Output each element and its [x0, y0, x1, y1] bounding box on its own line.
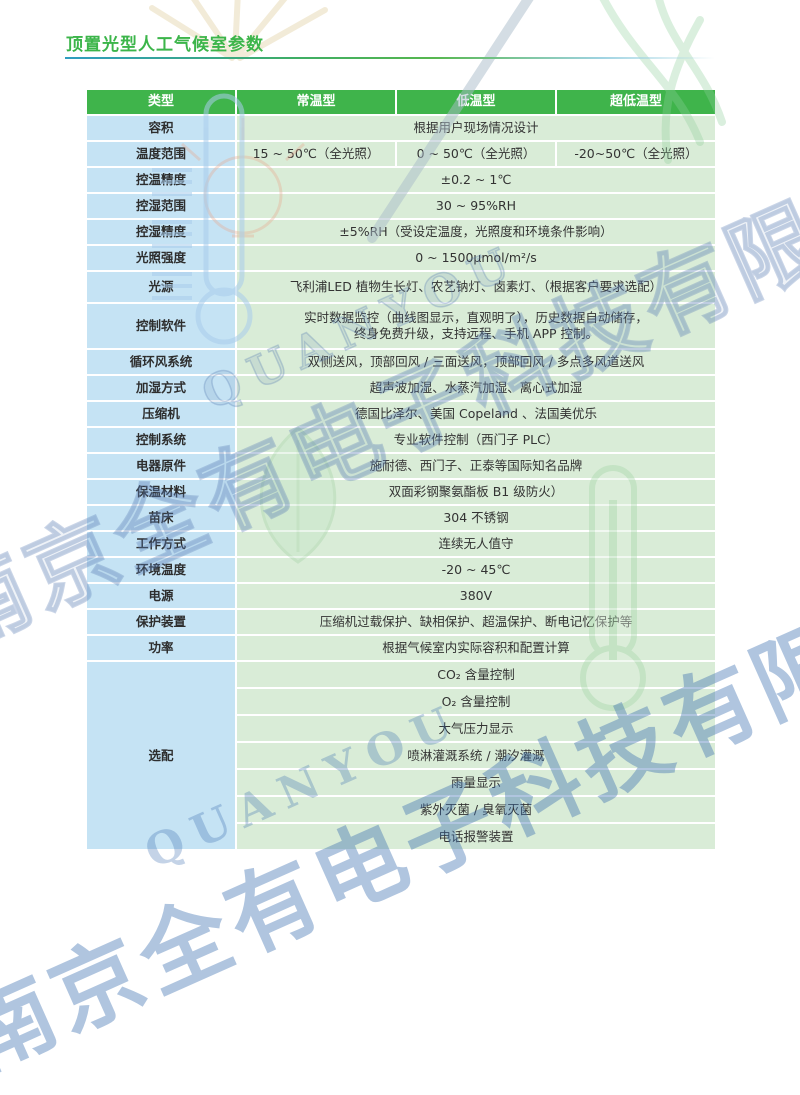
row-value: 双侧送风，顶部回风 / 三面送风，顶部回风 / 多点多风道送风 — [235, 348, 717, 376]
col-header-low-temp: 低温型 — [395, 88, 557, 116]
table-row: 压缩机 德国比泽尔、美国 Copeland 、法国美优乐 — [85, 400, 717, 428]
row-label: 控温精度 — [85, 166, 237, 194]
row-value-normal: 15 ~ 50℃（全光照） — [235, 140, 397, 168]
row-value: 飞利浦LED 植物生长灯、农艺钠灯、卤素灯、（根据客户要求选配） — [235, 270, 717, 304]
row-label: 循环风系统 — [85, 348, 237, 376]
row-value: 根据气候室内实际容积和配置计算 — [235, 634, 717, 662]
row-label: 工作方式 — [85, 530, 237, 558]
table-row: 控湿范围 30 ~ 95%RH — [85, 192, 717, 220]
row-value: ±0.2 ~ 1℃ — [235, 166, 717, 194]
table-row: 光照强度 0 ~ 1500μmol/m²/s — [85, 244, 717, 272]
page-title: 顶置光型人工气候室参数 — [66, 35, 264, 55]
row-label: 光照强度 — [85, 244, 237, 272]
table-row: 电源 380V — [85, 582, 717, 610]
table-row: 控湿精度 ±5%RH（受设定温度，光照度和环境条件影响） — [85, 218, 717, 246]
row-label: 电器原件 — [85, 452, 237, 480]
col-header-normal-temp: 常温型 — [235, 88, 397, 116]
row-label-optional: 选配 — [85, 660, 237, 851]
table-row-optional: 大气压力显示 — [86, 714, 717, 743]
row-value: 双面彩钢聚氨酯板 B1 级防火） — [235, 478, 717, 506]
row-label: 功率 — [85, 634, 237, 662]
row-value: 根据用户现场情况设计 — [235, 114, 717, 142]
table-row-optional: 电话报警装置 — [86, 822, 717, 851]
row-label: 控制软件 — [85, 302, 237, 350]
row-value: 连续无人值守 — [235, 530, 717, 558]
optional-item: 雨量显示 — [235, 768, 717, 797]
table-row: 光源 飞利浦LED 植物生长灯、农艺钠灯、卤素灯、（根据客户要求选配） — [85, 270, 717, 304]
col-header-ultra-low-temp: 超低温型 — [555, 88, 717, 116]
row-value: 施耐德、西门子、正泰等国际知名品牌 — [235, 452, 717, 480]
table-row: 苗床 304 不锈钢 — [85, 504, 717, 532]
table-row: 控温精度 ±0.2 ~ 1℃ — [85, 166, 717, 194]
row-value-low: 0 ~ 50℃（全光照） — [395, 140, 557, 168]
optional-item: CO₂ 含量控制 — [235, 660, 717, 689]
optional-item: 大气压力显示 — [235, 714, 717, 743]
row-value: 30 ~ 95%RH — [235, 192, 717, 220]
table-row-optional: 选配 CO₂ 含量控制 — [85, 660, 717, 851]
optional-item: 紫外灭菌 / 臭氧灭菌 — [235, 795, 717, 824]
row-label: 温度范围 — [85, 140, 237, 168]
table-row-optional: 紫外灭菌 / 臭氧灭菌 — [86, 795, 717, 824]
row-value: 380V — [235, 582, 717, 610]
optional-item: 电话报警装置 — [235, 822, 717, 851]
row-value: 专业软件控制（西门子 PLC） — [235, 426, 717, 454]
optional-item: 喷淋灌溉系统 / 潮汐灌溉 — [235, 741, 717, 770]
optional-item: O₂ 含量控制 — [235, 687, 717, 716]
row-value: 实时数据监控（曲线图显示，直观明了），历史数据自动储存， 终身免费升级，支持远程… — [235, 302, 717, 350]
table-row: 保温材料 双面彩钢聚氨酯板 B1 级防火） — [85, 478, 717, 506]
table-row-optional: O₂ 含量控制 — [86, 687, 717, 716]
row-value: 超声波加湿、水蒸汽加湿、离心式加湿 — [235, 374, 717, 402]
table-row: 保护装置 压缩机过载保护、缺相保护、超温保护、断电记忆保护等 — [85, 608, 717, 636]
table-row: 工作方式 连续无人值守 — [85, 530, 717, 558]
row-label: 保温材料 — [85, 478, 237, 506]
table-row: 环境温度 -20 ~ 45℃ — [85, 556, 717, 584]
row-label: 电源 — [85, 582, 237, 610]
table-row: 温度范围 15 ~ 50℃（全光照） 0 ~ 50℃（全光照） -20~50℃（… — [85, 140, 717, 168]
row-value: -20 ~ 45℃ — [235, 556, 717, 584]
row-label: 光源 — [85, 270, 237, 304]
title-divider — [65, 57, 735, 59]
col-header-type: 类型 — [85, 88, 237, 116]
table-row: 容积 根据用户现场情况设计 — [85, 114, 717, 142]
table-row: 控制系统 专业软件控制（西门子 PLC） — [85, 426, 717, 454]
row-value: 304 不锈钢 — [235, 504, 717, 532]
row-label: 容积 — [85, 114, 237, 142]
table-row: 循环风系统 双侧送风，顶部回风 / 三面送风，顶部回风 / 多点多风道送风 — [85, 348, 717, 376]
table-row: 控制软件 实时数据监控（曲线图显示，直观明了），历史数据自动储存， 终身免费升级… — [85, 302, 717, 350]
table-row-optional: 雨量显示 — [86, 768, 717, 797]
table-row: 电器原件 施耐德、西门子、正泰等国际知名品牌 — [85, 452, 717, 480]
row-label: 压缩机 — [85, 400, 237, 428]
row-label: 控湿范围 — [85, 192, 237, 220]
row-label: 苗床 — [85, 504, 237, 532]
spec-table: 类型 常温型 低温型 超低温型 容积 根据用户现场情况设计 温度范围 15 ~ … — [85, 88, 717, 851]
row-value-ultra-low: -20~50℃（全光照） — [555, 140, 717, 168]
row-label: 环境温度 — [85, 556, 237, 584]
table-row: 功率 根据气候室内实际容积和配置计算 — [85, 634, 717, 662]
table-row: 加湿方式 超声波加湿、水蒸汽加湿、离心式加湿 — [85, 374, 717, 402]
row-label: 保护装置 — [85, 608, 237, 636]
row-label: 加湿方式 — [85, 374, 237, 402]
row-value: ±5%RH（受设定温度，光照度和环境条件影响） — [235, 218, 717, 246]
table-header-row: 类型 常温型 低温型 超低温型 — [85, 88, 717, 116]
row-label: 控湿精度 — [85, 218, 237, 246]
row-value: 德国比泽尔、美国 Copeland 、法国美优乐 — [235, 400, 717, 428]
row-label: 控制系统 — [85, 426, 237, 454]
row-value: 压缩机过载保护、缺相保护、超温保护、断电记忆保护等 — [235, 608, 717, 636]
table-row-optional: 喷淋灌溉系统 / 潮汐灌溉 — [86, 741, 717, 770]
row-value: 0 ~ 1500μmol/m²/s — [235, 244, 717, 272]
